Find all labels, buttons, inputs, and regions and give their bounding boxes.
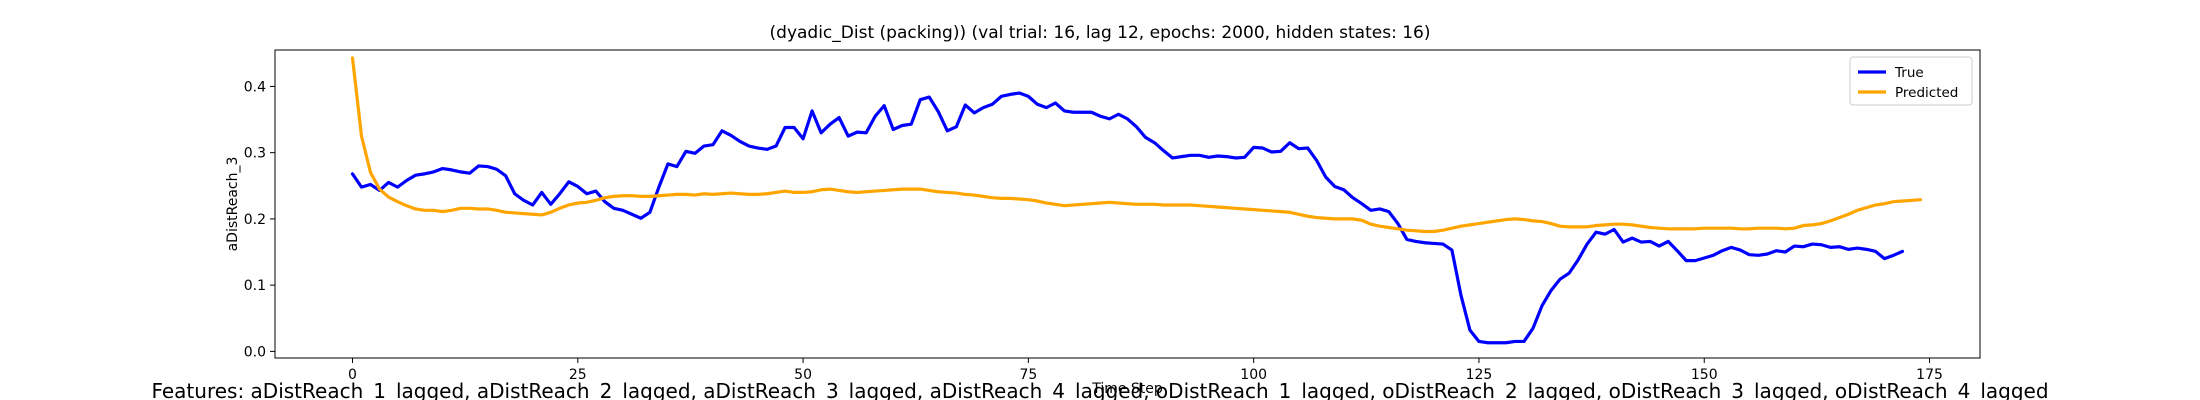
x-tick-label: 150 [1691, 367, 1718, 383]
y-axis-label: aDistReach_3 [225, 157, 241, 252]
series-line-predicted [350, 56, 1923, 234]
y-tick-label: 0.3 [244, 146, 266, 162]
legend-label-true: True [1894, 65, 1924, 81]
plot-frame [274, 49, 1981, 359]
plot-area: 0 25 50 75 100 125 150 175 0.0 0.1 0.2 0.3 0.4 [244, 49, 1981, 383]
x-tick-label: 100 [1240, 367, 1267, 383]
y-tick-label: 0.4 [244, 79, 266, 95]
y-tick-label: 0.0 [244, 344, 266, 360]
features-caption: Features: aDistReach_1_lagged, aDistReac… [151, 379, 2048, 400]
chart-title: (dyadic_Dist (packing)) (val trial: 16, … [770, 23, 1431, 43]
series-lines [350, 56, 1923, 345]
x-tick-label: 75 [1019, 367, 1037, 383]
y-tick-label: 0.1 [244, 278, 266, 294]
x-axis-ticks: 0 25 50 75 100 125 150 175 [348, 358, 1943, 383]
x-tick-label: 25 [569, 367, 587, 383]
x-axis-label: Time Step [1091, 381, 1163, 397]
x-tick-label: 175 [1916, 367, 1943, 383]
legend: True Predicted [1849, 56, 1973, 106]
y-tick-label: 0.2 [244, 212, 266, 228]
y-axis-ticks: 0.0 0.1 0.2 0.3 0.4 [244, 79, 275, 360]
series-line-true [350, 91, 1905, 345]
x-tick-label: 0 [348, 367, 357, 383]
legend-label-predicted: Predicted [1895, 85, 1958, 101]
x-tick-label: 125 [1466, 367, 1493, 383]
x-tick-label: 50 [794, 367, 812, 383]
